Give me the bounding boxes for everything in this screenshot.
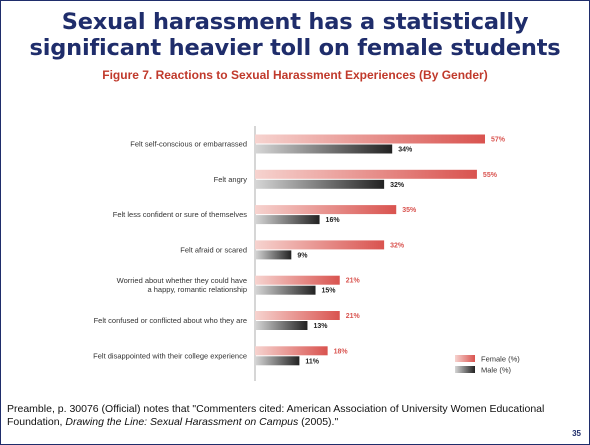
male-value-label: 15% xyxy=(322,288,337,295)
female-value-label: 35% xyxy=(402,207,417,214)
male-value-label: 34% xyxy=(398,147,413,154)
category-label: Felt angry xyxy=(214,175,248,184)
female-value-label: 32% xyxy=(390,242,405,249)
slide-title-line1: Sexual harassment has a statistically xyxy=(61,9,529,35)
legend-female-label: Female (%) xyxy=(481,355,520,364)
female-bar xyxy=(255,240,385,250)
category-label: Felt afraid or scared xyxy=(180,245,247,254)
female-bar xyxy=(255,205,397,215)
page-number: 35 xyxy=(572,429,581,438)
category-label-line: Worried about whether they could have xyxy=(117,276,247,285)
category-label-line: a happy, romantic relationship xyxy=(148,285,248,294)
category-label-line: Felt angry xyxy=(214,175,248,184)
female-bar xyxy=(255,275,340,285)
footnote-text: Preamble, p. 30076 (Official) notes that… xyxy=(7,403,545,428)
male-value-label: 11% xyxy=(305,358,319,365)
category-label: Felt disappointed with their college exp… xyxy=(93,351,247,360)
category-label: Felt less confident or sure of themselve… xyxy=(113,210,247,219)
bar-chart: Felt self-conscious or embarrassed 57% 34%… xyxy=(93,126,520,381)
female-value-label: 21% xyxy=(346,278,361,285)
category-label-line: Felt confused or conflicted about who th… xyxy=(94,316,247,325)
female-bar xyxy=(255,169,477,179)
female-bar xyxy=(255,134,485,144)
male-bar xyxy=(255,215,320,225)
category-label: Felt confused or conflicted about who th… xyxy=(94,316,247,325)
male-value-label: 32% xyxy=(390,182,405,189)
legend-male-label: Male (%) xyxy=(481,366,512,375)
female-bar xyxy=(255,346,328,356)
slide-title-line2: significant heavier toll on female stude… xyxy=(29,35,561,61)
male-bar xyxy=(255,144,393,154)
category-label: Felt self-conscious or embarrassed xyxy=(130,140,247,149)
male-bar xyxy=(255,356,300,366)
male-value-label: 9% xyxy=(297,252,308,259)
male-value-label: 16% xyxy=(326,217,341,224)
male-bar xyxy=(255,250,292,260)
male-bar xyxy=(255,179,385,189)
category-label-line: Felt disappointed with their college exp… xyxy=(93,351,247,360)
category-label: Worried about whether they could have a h… xyxy=(117,276,247,294)
footnote: Preamble, p. 30076 (Official) notes that… xyxy=(7,403,567,429)
female-value-label: 57% xyxy=(491,137,506,144)
female-bar xyxy=(255,311,340,320)
legend-female-swatch xyxy=(455,355,475,362)
category-label-line: Felt less confident or sure of themselve… xyxy=(113,210,247,219)
slide-title: Sexual harassment has a statistically si… xyxy=(1,9,589,61)
male-bar xyxy=(255,321,308,330)
female-value-label: 18% xyxy=(334,348,349,355)
category-label-line: Felt self-conscious or embarrassed xyxy=(130,140,247,149)
legend-male-swatch xyxy=(455,366,475,373)
female-value-label: 55% xyxy=(483,172,498,179)
figure-title: Figure 7. Reactions to Sexual Harassment… xyxy=(102,68,488,82)
footnote-italic-title: Drawing the Line: Sexual Harassment on C… xyxy=(65,416,299,428)
male-bar xyxy=(255,285,316,295)
female-value-label: 21% xyxy=(346,313,361,320)
male-value-label: 13% xyxy=(313,323,328,330)
category-label-line: Felt afraid or scared xyxy=(180,245,247,254)
footnote-text-end: (2005)." xyxy=(298,416,339,428)
